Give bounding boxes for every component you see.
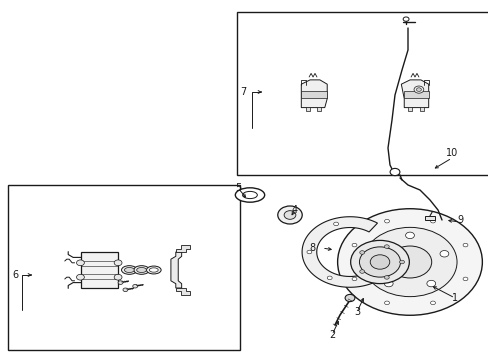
Text: 2: 2 — [328, 330, 334, 340]
Circle shape — [337, 209, 481, 315]
Circle shape — [429, 301, 434, 305]
Text: 7: 7 — [240, 87, 245, 97]
Circle shape — [326, 276, 331, 280]
Polygon shape — [175, 245, 190, 252]
Circle shape — [384, 245, 388, 248]
Circle shape — [384, 280, 392, 287]
Bar — [81, 252, 118, 288]
Ellipse shape — [133, 266, 149, 274]
Polygon shape — [401, 80, 428, 108]
Circle shape — [369, 255, 389, 269]
Ellipse shape — [124, 267, 134, 273]
Circle shape — [76, 260, 84, 266]
Circle shape — [76, 274, 84, 280]
Polygon shape — [170, 252, 181, 288]
Circle shape — [132, 284, 137, 288]
Circle shape — [284, 211, 295, 219]
Text: 6: 6 — [12, 270, 18, 280]
Ellipse shape — [146, 266, 161, 274]
Circle shape — [402, 17, 408, 21]
Circle shape — [114, 274, 122, 280]
Bar — [404, 91, 428, 98]
Circle shape — [306, 250, 311, 254]
Circle shape — [429, 219, 434, 223]
Text: 5: 5 — [234, 183, 241, 193]
Text: 4: 4 — [291, 205, 298, 215]
Ellipse shape — [121, 266, 137, 274]
Bar — [407, 107, 411, 111]
Circle shape — [439, 251, 448, 257]
Bar — [305, 107, 309, 111]
Bar — [419, 107, 423, 111]
Circle shape — [384, 301, 388, 305]
Circle shape — [399, 260, 404, 264]
Circle shape — [351, 277, 356, 281]
Bar — [317, 107, 321, 111]
Ellipse shape — [242, 192, 257, 199]
Circle shape — [389, 168, 399, 176]
Ellipse shape — [235, 188, 264, 202]
Polygon shape — [175, 288, 190, 295]
Ellipse shape — [136, 267, 146, 273]
Circle shape — [426, 280, 435, 287]
Circle shape — [114, 260, 122, 266]
Text: 8: 8 — [308, 243, 314, 253]
Circle shape — [122, 288, 127, 292]
Ellipse shape — [149, 268, 158, 272]
Circle shape — [462, 243, 467, 247]
Bar — [301, 91, 326, 98]
Polygon shape — [301, 80, 326, 108]
Bar — [237, 12, 488, 175]
Circle shape — [362, 228, 456, 297]
Circle shape — [370, 251, 379, 257]
Circle shape — [413, 86, 423, 93]
Text: 9: 9 — [456, 215, 462, 225]
Circle shape — [359, 270, 364, 273]
Circle shape — [387, 246, 431, 278]
Text: 10: 10 — [445, 148, 457, 158]
Circle shape — [345, 294, 354, 302]
Bar — [424, 216, 434, 220]
Circle shape — [462, 277, 467, 281]
Circle shape — [333, 222, 338, 226]
Bar — [8, 185, 240, 350]
Circle shape — [384, 276, 388, 279]
Circle shape — [359, 247, 400, 277]
Circle shape — [118, 281, 122, 284]
Circle shape — [351, 243, 356, 247]
Circle shape — [359, 251, 364, 254]
Circle shape — [350, 240, 408, 284]
Circle shape — [277, 206, 302, 224]
Circle shape — [405, 232, 413, 239]
Circle shape — [384, 219, 388, 223]
Text: 1: 1 — [451, 293, 457, 303]
Polygon shape — [302, 217, 380, 287]
Text: 3: 3 — [353, 307, 359, 317]
Circle shape — [416, 88, 421, 91]
